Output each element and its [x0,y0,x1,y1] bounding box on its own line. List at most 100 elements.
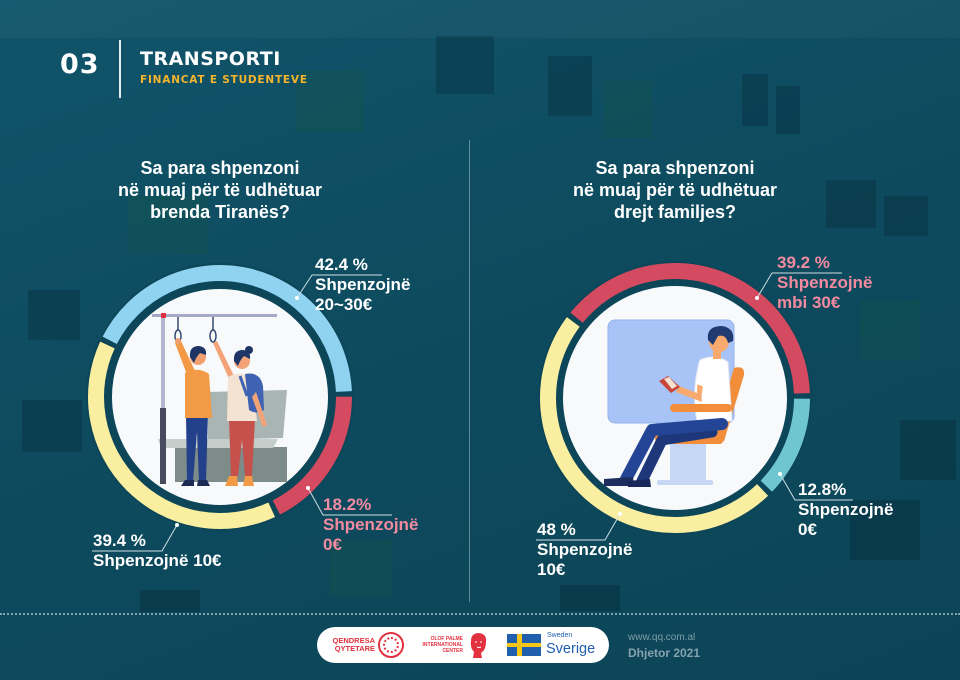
data-label-tirana-20-30: 42.4 % Shpenzojnë 20~30€ [315,255,410,315]
leader-dot [778,472,782,476]
passenger-sleeve [697,361,712,388]
sverige-logo-text: Sverige [546,641,596,657]
donut-segment-1-1 [760,398,810,492]
date-text: Dhjetor 2021 [628,646,701,660]
backpack-strap [238,375,249,397]
data-label-tirana-10: 39.4 % Shpenzojnë 10€ [93,531,221,571]
qendresa-seal-icon [378,632,404,658]
page-subtitle: FINANCAT E STUDENTEVE [140,74,308,86]
olof-palme-logo-text: OLOF PALME INTERNATIONAL CENTER [415,636,463,654]
leader-lines [92,272,853,552]
donut-segment-0-1 [272,396,353,515]
segment-percent: 39.2 % [777,253,830,272]
sweden-logo-text: Sweden [547,632,573,639]
commuters-illustration [152,313,287,486]
qendresa-qytetare-logo-text: QENDRESA QYTETARE [329,637,375,653]
pole-upper [161,317,165,409]
leader-line-family-10 [536,513,621,541]
sweden-flag-icon [507,634,541,656]
segment-description: 0€ [798,520,817,539]
book-pages [664,377,677,389]
leader-dot [175,523,179,527]
woman-pants [229,419,255,476]
website-text: www.qq.com.al [628,632,696,643]
segment-description: Shpenzojnë [537,540,633,559]
woman-arm-down [252,392,267,427]
building-window [604,80,652,138]
seat-base [657,480,713,485]
logo-text-line: OLOF PALME [430,636,463,642]
footer-dotted-divider [0,613,960,615]
segment-description: Shpenzojnë [798,500,894,519]
building-window [826,180,876,228]
logo-text-line: INTERNATIONAL [422,642,463,648]
grab-bar [152,314,277,317]
panel-divider [469,140,470,602]
leader-line-tirana-10 [92,524,178,552]
man-pants [186,414,208,481]
handle-right [209,329,217,343]
title-line: Sa para shpenzoni [140,158,300,178]
woman-hair-bun [245,346,253,354]
donut-segments [540,262,810,533]
building-window [884,196,928,236]
seat-pedestal [670,443,706,481]
segment-description: 20~30€ [315,295,373,314]
segment-percent: 12.8% [798,480,847,499]
man-shoe [197,480,210,486]
logo-text-line: QENDRESA [332,636,375,645]
building-window [330,540,392,596]
title-line: brenda Tiranës? [150,202,290,222]
segment-percent: 39.4 % [93,531,146,550]
leader-line-family-30 [756,272,842,299]
segment-percent: 18.2% [323,495,372,514]
building-window [742,74,768,126]
logo-text-line: QYTETARE [334,644,375,653]
leader-dot [618,512,622,516]
segment-description: 0€ [323,535,342,554]
passenger-shoe [628,479,651,487]
woman-shoe [225,476,238,486]
section-number: 03 [60,49,100,80]
data-label-family-10: 48 % Shpenzojnë 10€ [537,520,632,580]
building-window [776,86,800,134]
data-label-tirana-0: 18.2% Shpenzojnë 0€ [323,495,418,555]
leader-dot [755,296,759,300]
building-window [140,590,200,612]
building-window [860,300,920,360]
passenger-neck [713,349,721,359]
building-window [28,290,80,340]
building-window [436,36,494,94]
partner-logos: QENDRESA QYTETARE OLOF PALME INTERNATION… [317,627,609,663]
page-title: TRANSPORTI [140,48,281,70]
segment-description: Shpenzojnë [777,273,873,292]
donut-segment-1-0 [570,262,810,394]
olof-palme-portrait-icon [470,633,487,658]
passenger-leg-back [636,426,718,487]
leader-dot [295,296,299,300]
building-window [128,196,208,254]
logo-text-line: CENTER [442,648,463,654]
pole-lower [160,408,166,484]
data-label-family-30: 39.2 % Shpenzojnë mbi 30€ [777,253,872,313]
bar-joint [161,313,166,318]
man-shirt [185,369,212,418]
building-window [560,585,620,611]
segment-description: Shpenzojnë [323,515,419,534]
question-title-family: Sa para shpenzoni në muaj për të udhëtua… [540,157,810,223]
building-window [296,70,364,132]
woman-shoe [243,476,254,486]
title-line: në muaj për të udhëtuar [117,180,323,200]
segment-description: Shpenzojnë 10€ [93,551,222,570]
train-passenger-illustration [604,319,745,487]
leader-dots [175,296,782,527]
woman-hair [233,350,251,366]
passenger-shoe [604,477,634,486]
man-arm [175,341,196,380]
seat-armrest [670,404,732,412]
leader-line-tirana-0 [307,487,392,516]
data-label-family-0: 12.8% Shpenzojnë 0€ [798,480,893,540]
man-shoe [181,480,194,486]
donut-segment-1-2 [540,317,769,533]
